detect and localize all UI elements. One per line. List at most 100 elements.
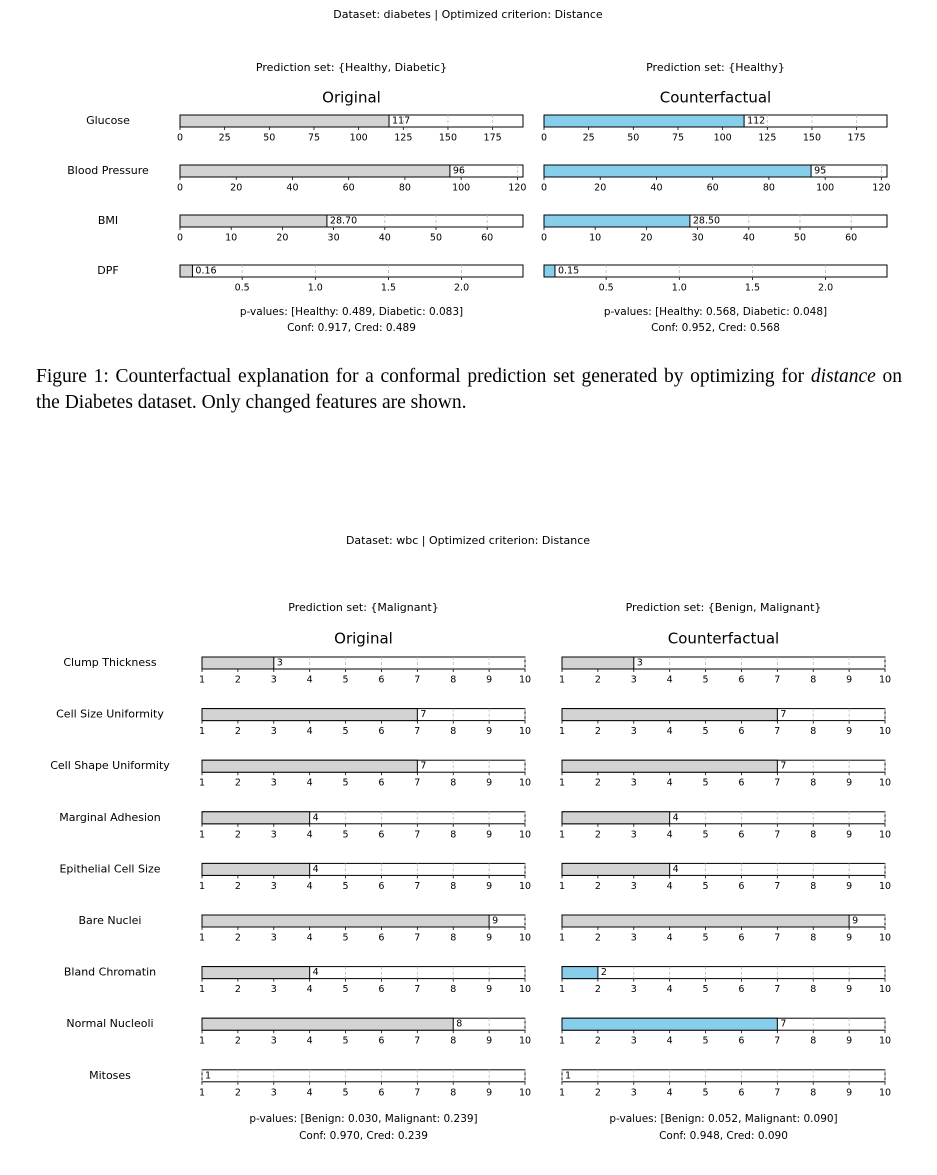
x-tick-label: 40 [650, 183, 662, 194]
x-tick-label: 10 [519, 984, 531, 995]
x-tick-label: 4 [667, 933, 673, 944]
x-tick-label: 2 [595, 881, 601, 892]
x-tick-label: 40 [743, 233, 755, 244]
x-tick-label: 7 [414, 778, 420, 789]
feature-label: Bland Chromatin [64, 966, 156, 979]
value-label: 9 [852, 916, 858, 927]
value-label: 8 [456, 1019, 462, 1030]
x-tick-label: 4 [307, 1087, 313, 1098]
x-tick-label: 8 [810, 1087, 816, 1098]
x-tick-label: 75 [308, 133, 320, 144]
x-tick-label: 1 [559, 933, 565, 944]
x-tick-label: 10 [519, 1036, 531, 1047]
x-tick-label: 0 [541, 233, 547, 244]
x-tick-label: 4 [667, 984, 673, 995]
value-label: 1 [205, 1070, 211, 1081]
x-tick-label: 4 [307, 829, 313, 840]
feature-label: BMI [98, 214, 118, 227]
x-tick-label: 7 [414, 933, 420, 944]
x-tick-label: 0 [177, 183, 183, 194]
x-tick-label: 6 [738, 984, 744, 995]
x-tick-label: 8 [810, 726, 816, 737]
x-tick-label: 3 [271, 984, 277, 995]
x-tick-label: 0 [177, 133, 183, 144]
x-tick-label: 1 [199, 1036, 205, 1047]
p-values: p-values: [Benign: 0.052, Malignant: 0.0… [609, 1113, 837, 1125]
x-tick-label: 9 [846, 1087, 852, 1098]
x-tick-label: 6 [378, 1087, 384, 1098]
x-tick-label: 2 [595, 675, 601, 686]
x-tick-label: 5 [703, 778, 709, 789]
x-tick-label: 20 [640, 233, 652, 244]
x-tick-label: 4 [667, 1087, 673, 1098]
x-tick-label: 6 [738, 778, 744, 789]
x-tick-label: 6 [738, 933, 744, 944]
x-tick-label: 5 [343, 1036, 349, 1047]
x-tick-label: 8 [450, 726, 456, 737]
value-label: 7 [780, 1019, 786, 1030]
x-tick-label: 4 [307, 933, 313, 944]
x-tick-label: 1.0 [672, 283, 687, 294]
x-tick-label: 9 [846, 778, 852, 789]
x-tick-label: 100 [452, 183, 470, 194]
feature-label: Glucose [86, 114, 130, 127]
x-tick-label: 1 [199, 933, 205, 944]
x-tick-label: 7 [774, 829, 780, 840]
x-tick-label: 2 [595, 933, 601, 944]
bar [561, 914, 850, 928]
bar [561, 862, 671, 876]
x-tick-label: 2 [235, 933, 241, 944]
x-tick-label: 8 [450, 778, 456, 789]
x-tick-label: 5 [703, 984, 709, 995]
x-tick-label: 7 [774, 778, 780, 789]
x-tick-label: 1 [199, 1087, 205, 1098]
value-label: 4 [313, 967, 319, 978]
x-tick-label: 60 [707, 183, 719, 194]
scores: Conf: 0.948, Cred: 0.090 [659, 1130, 788, 1142]
x-tick-label: 8 [450, 933, 456, 944]
x-tick-label: 4 [307, 1036, 313, 1047]
x-tick-label: 5 [343, 778, 349, 789]
x-tick-label: 3 [631, 829, 637, 840]
x-tick-label: 5 [343, 933, 349, 944]
prediction-set: Prediction set: {Malignant} [288, 601, 438, 614]
x-tick-label: 4 [667, 881, 673, 892]
x-tick-label: 7 [774, 984, 780, 995]
x-tick-label: 8 [450, 1036, 456, 1047]
x-tick-label: 10 [879, 675, 891, 686]
x-tick-label: 2 [595, 726, 601, 737]
x-tick-label: 4 [667, 675, 673, 686]
x-tick-label: 3 [271, 1036, 277, 1047]
x-tick-label: 20 [230, 183, 242, 194]
x-tick-label: 1 [559, 881, 565, 892]
x-tick-label: 1.0 [308, 283, 323, 294]
bar [561, 811, 671, 825]
feature-label: Blood Pressure [67, 164, 149, 177]
bar [179, 114, 390, 128]
x-tick-label: 175 [848, 133, 866, 144]
x-tick-label: 3 [631, 1087, 637, 1098]
x-tick-label: 125 [758, 133, 776, 144]
bar [543, 214, 691, 228]
x-tick-label: 7 [774, 933, 780, 944]
bar [561, 759, 778, 773]
feature-label: Bare Nuclei [79, 914, 142, 927]
value-label: 112 [747, 116, 765, 127]
x-tick-label: 9 [486, 675, 492, 686]
x-tick-label: 9 [486, 726, 492, 737]
x-tick-label: 3 [631, 726, 637, 737]
value-label: 9 [492, 916, 498, 927]
x-tick-label: 3 [271, 778, 277, 789]
x-tick-label: 2 [235, 778, 241, 789]
x-tick-label: 4 [667, 726, 673, 737]
bar [179, 264, 193, 278]
x-tick-label: 8 [450, 675, 456, 686]
bar-frame [543, 264, 888, 278]
x-tick-label: 6 [738, 829, 744, 840]
x-tick-label: 6 [738, 726, 744, 737]
x-tick-label: 0 [541, 183, 547, 194]
value-label: 2 [601, 967, 607, 978]
x-tick-label: 10 [519, 675, 531, 686]
x-tick-label: 6 [378, 984, 384, 995]
